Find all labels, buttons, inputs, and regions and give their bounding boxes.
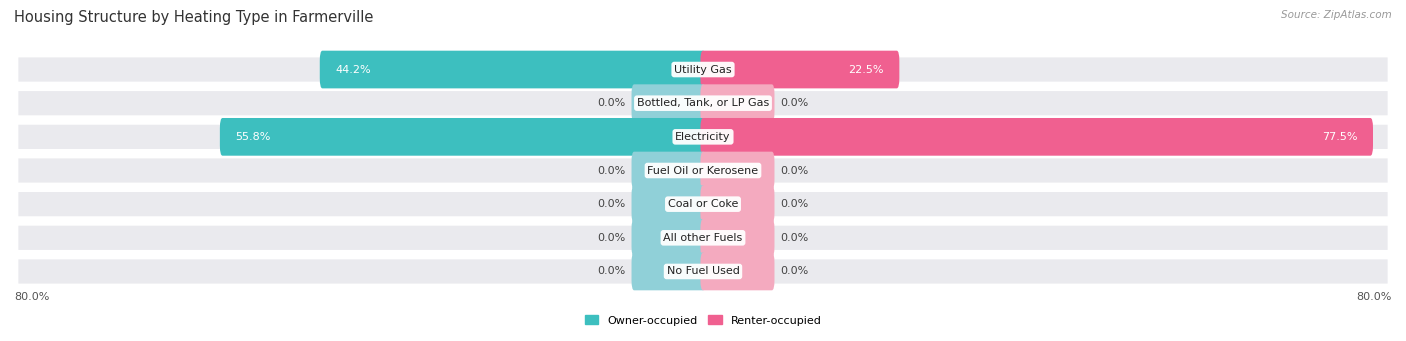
Text: All other Fuels: All other Fuels [664, 233, 742, 243]
FancyBboxPatch shape [700, 152, 775, 189]
Text: 80.0%: 80.0% [14, 292, 49, 302]
Text: Utility Gas: Utility Gas [675, 64, 731, 75]
FancyBboxPatch shape [700, 219, 775, 257]
FancyBboxPatch shape [18, 57, 1388, 81]
Text: No Fuel Used: No Fuel Used [666, 266, 740, 277]
FancyBboxPatch shape [18, 158, 1388, 183]
FancyBboxPatch shape [700, 51, 900, 88]
Text: 0.0%: 0.0% [598, 199, 626, 209]
FancyBboxPatch shape [18, 91, 1388, 115]
FancyBboxPatch shape [319, 51, 706, 88]
FancyBboxPatch shape [18, 226, 1388, 250]
Text: 0.0%: 0.0% [598, 98, 626, 108]
FancyBboxPatch shape [700, 185, 775, 223]
FancyBboxPatch shape [18, 125, 1388, 149]
FancyBboxPatch shape [18, 260, 1388, 284]
Text: Source: ZipAtlas.com: Source: ZipAtlas.com [1281, 10, 1392, 20]
Text: 0.0%: 0.0% [780, 165, 808, 176]
Text: Bottled, Tank, or LP Gas: Bottled, Tank, or LP Gas [637, 98, 769, 108]
FancyBboxPatch shape [18, 192, 1388, 216]
Text: Housing Structure by Heating Type in Farmerville: Housing Structure by Heating Type in Far… [14, 10, 374, 25]
Text: Coal or Coke: Coal or Coke [668, 199, 738, 209]
FancyBboxPatch shape [631, 185, 706, 223]
FancyBboxPatch shape [700, 253, 775, 290]
FancyBboxPatch shape [631, 253, 706, 290]
Text: 0.0%: 0.0% [780, 233, 808, 243]
Text: 77.5%: 77.5% [1322, 132, 1358, 142]
Text: 0.0%: 0.0% [598, 266, 626, 277]
FancyBboxPatch shape [631, 84, 706, 122]
FancyBboxPatch shape [631, 152, 706, 189]
Text: 44.2%: 44.2% [335, 64, 371, 75]
Legend: Owner-occupied, Renter-occupied: Owner-occupied, Renter-occupied [585, 315, 821, 326]
Text: 0.0%: 0.0% [598, 233, 626, 243]
Text: 0.0%: 0.0% [598, 165, 626, 176]
Text: Fuel Oil or Kerosene: Fuel Oil or Kerosene [647, 165, 759, 176]
Text: 80.0%: 80.0% [1357, 292, 1392, 302]
FancyBboxPatch shape [700, 118, 1374, 156]
Text: 0.0%: 0.0% [780, 199, 808, 209]
Text: 0.0%: 0.0% [780, 98, 808, 108]
Text: 0.0%: 0.0% [780, 266, 808, 277]
Text: 22.5%: 22.5% [848, 64, 884, 75]
FancyBboxPatch shape [700, 84, 775, 122]
Text: Electricity: Electricity [675, 132, 731, 142]
Text: 55.8%: 55.8% [235, 132, 271, 142]
FancyBboxPatch shape [631, 219, 706, 257]
FancyBboxPatch shape [219, 118, 706, 156]
